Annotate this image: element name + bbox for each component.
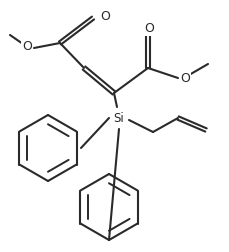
Text: O: O	[22, 41, 32, 53]
Text: O: O	[100, 10, 109, 22]
Text: Si: Si	[113, 111, 124, 124]
Text: O: O	[143, 22, 153, 36]
Text: O: O	[179, 72, 189, 84]
